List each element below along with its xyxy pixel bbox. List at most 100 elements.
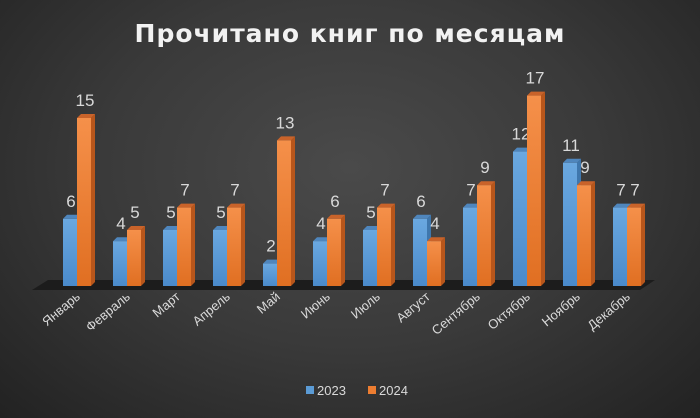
bar-top — [113, 237, 131, 242]
bar-2024-Январь — [77, 118, 91, 286]
bar-2024-Май — [277, 140, 291, 286]
data-label: 5 — [366, 203, 375, 222]
bar-2024-Июнь — [327, 218, 341, 286]
category-label: Февраль — [83, 289, 133, 335]
bar-2023-Октябрь — [513, 151, 527, 286]
bar-top — [277, 136, 295, 141]
category-label: Октябрь — [485, 289, 533, 333]
bar-top — [627, 203, 645, 208]
category-label: Апрель — [189, 289, 233, 329]
bar-2024-Апрель — [227, 207, 241, 286]
data-label: 17 — [526, 69, 545, 88]
data-label: 5 — [130, 203, 139, 222]
bar-top — [263, 259, 281, 264]
bar-side — [541, 91, 545, 286]
data-label: 5 — [166, 203, 175, 222]
data-label: 9 — [480, 158, 489, 177]
data-label: 6 — [416, 192, 425, 211]
data-label: 5 — [216, 203, 225, 222]
bar-2024-Ноябрь — [577, 185, 591, 286]
bar-2024-Июль — [377, 207, 391, 286]
bar-top — [327, 214, 345, 219]
legend-swatch-2023 — [306, 386, 314, 394]
data-label: 7 — [380, 181, 389, 200]
bar-top — [527, 91, 545, 96]
data-label: 7 — [616, 181, 625, 200]
bar-2024-Март — [177, 207, 191, 286]
data-label: 7 — [180, 181, 189, 200]
bar-side — [141, 226, 145, 286]
chart-title: Прочитано книг по месяцам — [135, 19, 566, 48]
bar-2023-Декабрь — [613, 207, 627, 286]
bar-side — [391, 203, 395, 286]
category-label: Июнь — [298, 289, 333, 322]
data-label: 9 — [580, 158, 589, 177]
data-label: 4 — [430, 214, 439, 233]
bar-top — [177, 203, 195, 208]
legend-label-2024: 2024 — [379, 383, 408, 398]
data-label: 7 — [230, 181, 239, 200]
category-label: Март — [149, 289, 183, 321]
bar-top — [513, 147, 531, 152]
bar-top — [363, 226, 381, 230]
bar-top — [477, 181, 495, 186]
bar-2023-Февраль — [113, 241, 127, 286]
bar-side — [291, 136, 295, 286]
bar-2023-Ноябрь — [563, 162, 577, 286]
bar-top — [163, 226, 181, 230]
bar-side — [241, 203, 245, 286]
bar-top — [427, 237, 445, 242]
bar-side — [641, 203, 645, 286]
category-label: Декабрь — [584, 289, 633, 333]
bar-top — [563, 158, 581, 163]
category-label: Август — [393, 289, 433, 326]
category-label: Сентябрь — [429, 289, 483, 338]
bar-2023-Январь — [63, 218, 77, 286]
data-label: 4 — [116, 214, 125, 233]
bar-top — [413, 214, 431, 219]
category-label: Июль — [348, 289, 383, 322]
bar-side — [491, 181, 495, 286]
data-label: 11 — [562, 136, 580, 155]
bar-2023-Август — [413, 218, 427, 286]
data-label: 4 — [316, 214, 325, 233]
legend: 2023 2024 — [306, 383, 408, 398]
bar-side — [341, 214, 345, 286]
bar-top — [313, 237, 331, 242]
bar-2023-Апрель — [213, 230, 227, 286]
bar-top — [213, 226, 231, 230]
bar-2023-Июль — [363, 230, 377, 286]
bar-top — [577, 181, 595, 186]
bar-top — [127, 226, 145, 230]
legend-swatch-2024 — [368, 386, 376, 394]
bar-side — [91, 114, 95, 286]
bar-2024-Август — [427, 241, 441, 286]
data-label: 6 — [330, 192, 339, 211]
data-label: 13 — [276, 113, 295, 132]
data-label: 12 — [512, 125, 531, 144]
data-label: 15 — [76, 91, 95, 110]
bar-2024-Сентябрь — [477, 185, 491, 286]
data-label: 7 — [466, 181, 475, 200]
bar-2024-Февраль — [127, 230, 141, 286]
bar-2024-Октябрь — [527, 95, 541, 286]
bar-side — [441, 237, 445, 286]
bar-2023-Сентябрь — [463, 207, 477, 286]
bar-side — [591, 181, 595, 286]
category-label: Январь — [39, 289, 83, 329]
bar-top — [63, 214, 81, 219]
category-label: Ноябрь — [539, 289, 583, 330]
bar-top — [77, 114, 95, 118]
data-label: 2 — [266, 237, 275, 256]
bar-top — [377, 203, 395, 208]
bar-top — [227, 203, 245, 208]
bar-2023-Май — [263, 263, 277, 286]
bar-2023-Июнь — [313, 241, 327, 286]
category-label: Май — [254, 289, 283, 317]
data-label: 6 — [66, 192, 75, 211]
bar-side — [191, 203, 195, 286]
bar-2023-Март — [163, 230, 177, 286]
legend-label-2023: 2023 — [317, 383, 346, 398]
bar-top — [613, 203, 631, 208]
